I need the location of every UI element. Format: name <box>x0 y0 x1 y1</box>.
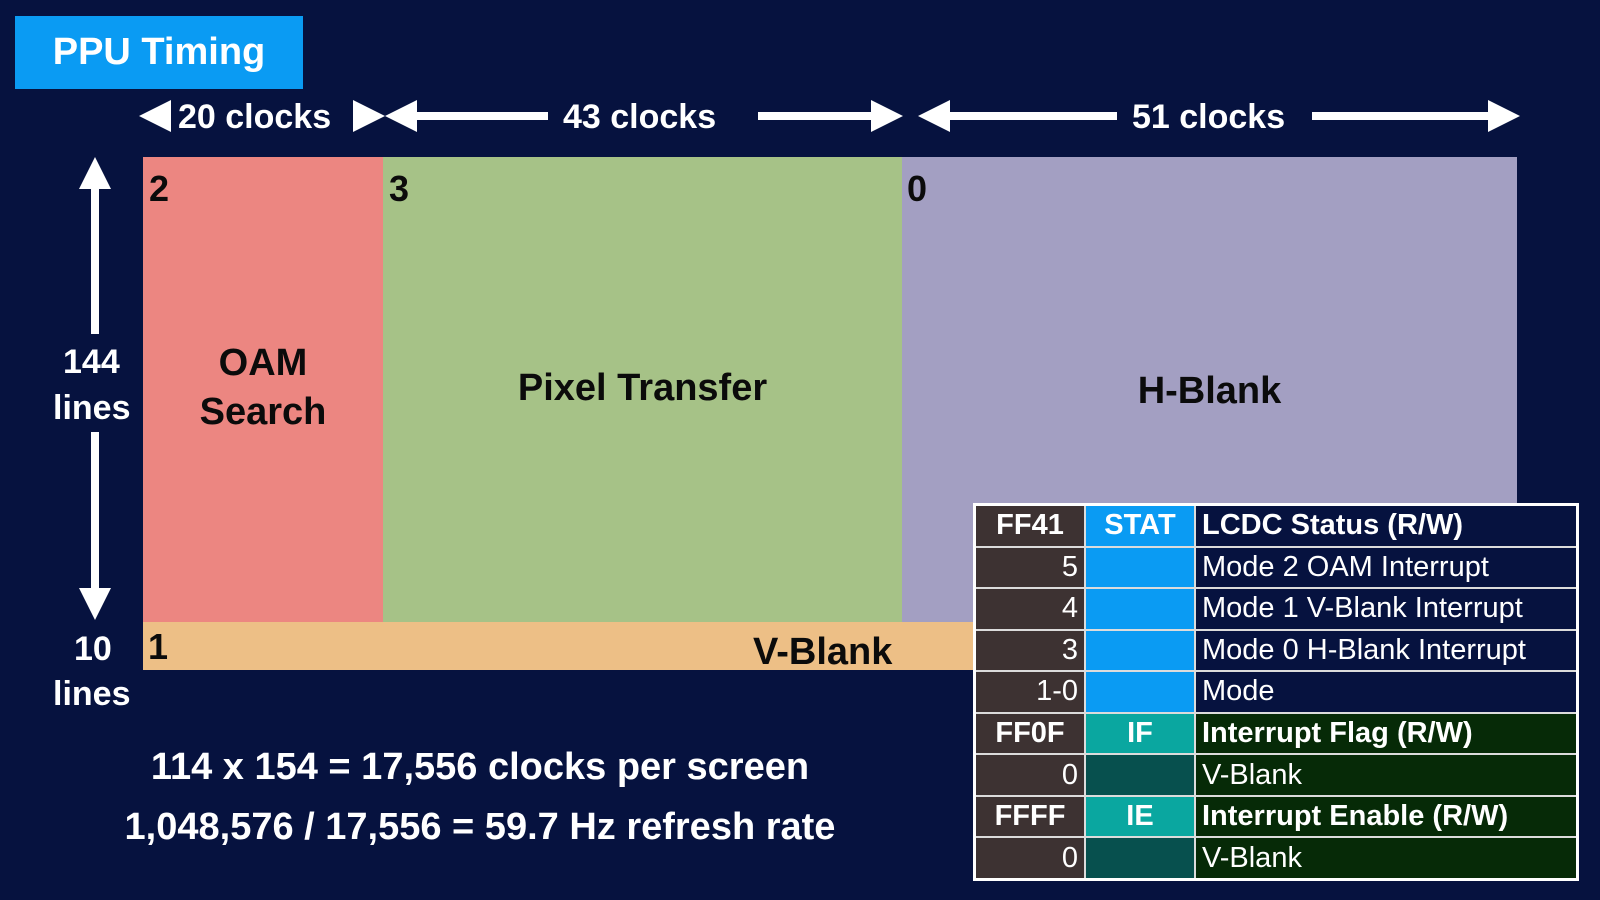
pixel-transfer-label: Pixel Transfer <box>517 367 768 409</box>
oam-search-label: OAM Search <box>143 339 383 438</box>
vblank-lines-count: 10 <box>74 630 112 668</box>
if-description: Interrupt Flag (R/W) <box>1194 711 1579 756</box>
table-row: 0 V-Blank <box>973 753 1579 797</box>
oam-search-block: 2 OAM Search <box>143 157 383 622</box>
stat-name: STAT <box>1084 503 1196 548</box>
stat-bit-description: Mode 1 V-Blank Interrupt <box>1194 587 1579 631</box>
table-row: FF0F IF Interrupt Flag (R/W) <box>973 711 1579 756</box>
if-bit-number: 0 <box>973 753 1086 797</box>
register-table: FF41 STAT LCDC Status (R/W) 5 Mode 2 OAM… <box>973 503 1579 881</box>
visible-lines-arrow <box>79 157 111 620</box>
ie-name: IE <box>1084 794 1196 839</box>
oam-search-label-line1: OAM <box>218 342 308 384</box>
stat-address: FF41 <box>973 503 1086 548</box>
pixel-clocks-arrow <box>385 100 903 132</box>
stat-bit-description: Mode <box>1194 670 1579 714</box>
refresh-rate-formula: 1,048,576 / 17,556 = 59.7 Hz refresh rat… <box>124 806 836 848</box>
table-row: 3 Mode 0 H-Blank Interrupt <box>973 628 1579 673</box>
stat-bit-number: 4 <box>973 587 1086 631</box>
pixel-transfer-block: 3 Pixel Transfer <box>383 157 902 622</box>
visible-lines-count: 144 <box>63 343 120 381</box>
pixel-clocks-label: 43 clocks <box>563 98 717 136</box>
table-row: FFFF IE Interrupt Enable (R/W) <box>973 794 1579 839</box>
stat-bit-cell <box>1084 545 1196 590</box>
hblank-label: H-Blank <box>1137 370 1282 412</box>
stat-bit-number: 1-0 <box>973 670 1086 714</box>
stat-description: LCDC Status (R/W) <box>1194 503 1579 548</box>
stat-bit-cell <box>1084 587 1196 631</box>
stat-bit-cell <box>1084 670 1196 714</box>
ie-description: Interrupt Enable (R/W) <box>1194 794 1579 839</box>
table-row: 1-0 Mode <box>973 670 1579 714</box>
visible-lines-unit: lines <box>53 389 131 427</box>
ie-bit-description: V-Blank <box>1194 836 1579 881</box>
mode-0-number: 0 <box>907 168 928 209</box>
mode-3-number: 3 <box>389 168 410 209</box>
if-bit-description: V-Blank <box>1194 753 1579 797</box>
stat-bit-description: Mode 0 H-Blank Interrupt <box>1194 628 1579 673</box>
hblank-clocks-arrow <box>918 100 1520 132</box>
hblank-clocks-label: 51 clocks <box>1132 98 1286 136</box>
table-row: 5 Mode 2 OAM Interrupt <box>973 545 1579 590</box>
page-title: PPU Timing <box>15 16 303 89</box>
if-address: FF0F <box>973 711 1086 756</box>
vblank-lines-unit: lines <box>53 675 131 713</box>
stat-bit-number: 3 <box>973 628 1086 673</box>
mode-1-number: 1 <box>148 626 169 667</box>
if-name: IF <box>1084 711 1196 756</box>
table-row: FF41 STAT LCDC Status (R/W) <box>973 503 1579 548</box>
stat-bit-cell <box>1084 628 1196 673</box>
stat-bit-description: Mode 2 OAM Interrupt <box>1194 545 1579 590</box>
oam-clocks-label: 20 clocks <box>178 98 332 136</box>
oam-clocks-arrow <box>139 100 385 132</box>
table-row: 4 Mode 1 V-Blank Interrupt <box>973 587 1579 631</box>
stat-bit-number: 5 <box>973 545 1086 590</box>
oam-search-label-line2: Search <box>199 391 327 434</box>
mode-2-number: 2 <box>149 168 170 209</box>
if-bit-cell <box>1084 753 1196 797</box>
clocks-per-screen-formula: 114 x 154 = 17,556 clocks per screen <box>150 746 810 788</box>
ie-bit-cell <box>1084 836 1196 881</box>
table-row: 0 V-Blank <box>973 836 1579 881</box>
ie-address: FFFF <box>973 794 1086 839</box>
ie-bit-number: 0 <box>973 836 1086 881</box>
vblank-label: V-Blank <box>753 631 893 673</box>
